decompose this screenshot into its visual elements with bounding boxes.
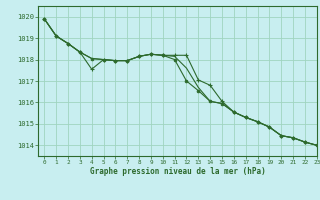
X-axis label: Graphe pression niveau de la mer (hPa): Graphe pression niveau de la mer (hPa) bbox=[90, 167, 266, 176]
